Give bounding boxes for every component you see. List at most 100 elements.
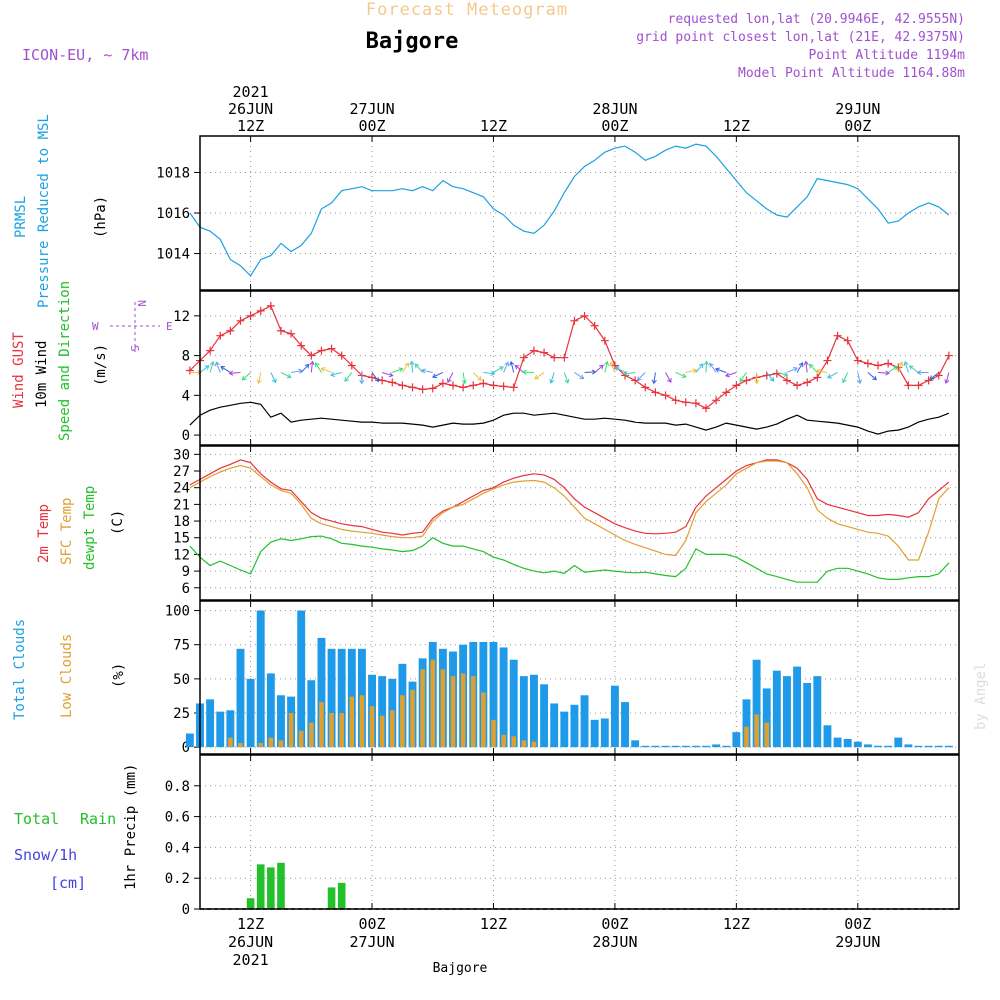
wind-arrow-head bbox=[514, 364, 520, 370]
top-time-label: 00Z bbox=[358, 117, 385, 135]
cloud-bar-low bbox=[531, 741, 537, 748]
gust-marker bbox=[550, 353, 559, 362]
cloud-bar-total bbox=[914, 745, 923, 748]
wind-arrow-head bbox=[793, 367, 798, 372]
gust-marker bbox=[438, 379, 447, 388]
wind-arrow-head bbox=[447, 378, 452, 384]
point-altitude: Point Altitude 1194m bbox=[808, 48, 965, 63]
y-tick-label: 1014 bbox=[156, 247, 190, 263]
gust-marker bbox=[580, 311, 589, 320]
wind-arrow bbox=[842, 372, 849, 383]
cloud-bar-low bbox=[390, 710, 395, 748]
gust-marker bbox=[246, 311, 255, 320]
gust-marker bbox=[428, 384, 437, 393]
gust-marker bbox=[266, 301, 275, 310]
top-time-label: 29JUN bbox=[835, 100, 880, 118]
cloud-bar-total bbox=[944, 745, 953, 748]
gust-marker bbox=[216, 331, 225, 340]
cloud-bar-low bbox=[440, 669, 446, 748]
gust-marker bbox=[185, 366, 194, 375]
rain-bar bbox=[277, 862, 285, 909]
cloud-bar-total bbox=[226, 710, 235, 748]
wind-arrow bbox=[483, 371, 495, 375]
cloud-bar-low bbox=[501, 734, 506, 748]
gust-marker bbox=[206, 346, 215, 355]
cloud-bar-total bbox=[833, 737, 842, 748]
wind-arrow bbox=[878, 371, 890, 374]
gust-marker bbox=[469, 381, 478, 390]
cloud-bar-low bbox=[339, 713, 344, 748]
wind-arrow bbox=[816, 370, 828, 373]
wind-arrow-head bbox=[609, 361, 615, 367]
cloud-bar-total bbox=[691, 745, 700, 748]
cloud-bar-total bbox=[884, 745, 893, 748]
requested-coords: requested lon,lat (20.9946E, 42.9555N) bbox=[668, 12, 965, 27]
low-clouds-label: Low Clouds bbox=[59, 634, 75, 718]
gust-marker bbox=[398, 381, 407, 390]
wind-unit: (m/s) bbox=[93, 344, 109, 386]
cloud-bar-low bbox=[379, 715, 385, 748]
wind-arrow bbox=[604, 361, 608, 373]
gust-marker bbox=[944, 351, 953, 360]
wind-arrow bbox=[493, 366, 504, 373]
wind-arrow-head bbox=[564, 378, 570, 384]
sfc-temp-label: SFC Temp bbox=[59, 498, 75, 565]
bottom-time-label: 29JUN bbox=[835, 933, 880, 951]
wind-arrow bbox=[574, 372, 584, 380]
cloud-bar-total bbox=[297, 610, 306, 748]
wind-arrow bbox=[229, 371, 241, 374]
cloud-bar-low bbox=[521, 740, 527, 748]
wind-arrow bbox=[827, 372, 838, 379]
gust-marker bbox=[924, 376, 933, 385]
top-time-label: 2021 bbox=[233, 83, 269, 101]
wind-arrow-head bbox=[872, 375, 877, 381]
cloud-bar-total bbox=[853, 741, 862, 748]
wind-arrow bbox=[786, 367, 798, 373]
bottom-time-label: 27JUN bbox=[349, 933, 394, 951]
y-tick-label: 25 bbox=[173, 706, 190, 722]
wind-arrow-head bbox=[929, 375, 935, 380]
wind-arrow bbox=[809, 364, 818, 373]
panel-clouds: 0 25 50 75 100 bbox=[165, 600, 960, 756]
cloud-bar-low bbox=[369, 706, 375, 748]
gust-marker bbox=[813, 373, 822, 382]
y-tick-label: 0.6 bbox=[165, 810, 190, 826]
temp2m-label: 2m Temp bbox=[36, 504, 52, 563]
y-tick-label: 18 bbox=[173, 514, 190, 530]
wind-arrow bbox=[594, 365, 604, 373]
wind-arrow-head bbox=[579, 374, 585, 380]
gust-marker bbox=[337, 351, 346, 360]
wind-arrow-head bbox=[903, 361, 909, 366]
cloud-bar-total bbox=[246, 678, 255, 748]
wind-arrow-head bbox=[893, 365, 899, 371]
wind-arrow-head bbox=[414, 363, 420, 369]
wind-arrow bbox=[534, 372, 545, 380]
bottom-time-label: 28JUN bbox=[592, 933, 637, 951]
wind-arrow bbox=[563, 372, 569, 384]
gust-marker bbox=[489, 381, 498, 390]
gust-marker bbox=[287, 329, 296, 338]
gust-marker bbox=[256, 306, 265, 315]
cloud-bar-total bbox=[874, 745, 882, 748]
cloud-bar-low bbox=[420, 669, 425, 748]
wind-arrow bbox=[695, 363, 704, 373]
cloud-bar-total bbox=[934, 745, 943, 748]
y-tick-label: 100 bbox=[165, 604, 190, 620]
y-tick-label: 0 bbox=[182, 902, 190, 918]
wind-arrow-head bbox=[692, 368, 698, 374]
gust-marker bbox=[276, 326, 285, 335]
cloud-bar-total bbox=[681, 745, 690, 748]
cloud-bar-total bbox=[540, 684, 549, 748]
cloud-bar-low bbox=[430, 659, 436, 748]
cloud-bar-total bbox=[550, 703, 559, 748]
wind-arrow-head bbox=[209, 361, 215, 366]
cloud-bar-total bbox=[600, 718, 609, 748]
cloud-bar-total bbox=[489, 641, 498, 748]
wind-arrow-head bbox=[908, 365, 914, 370]
y-tick-label: 75 bbox=[173, 638, 190, 654]
y-tick-label: 0.2 bbox=[165, 871, 190, 887]
gust-marker bbox=[449, 381, 457, 390]
wind-arrow-head bbox=[204, 365, 210, 370]
wind-arrow bbox=[330, 371, 342, 376]
wind-arrow bbox=[514, 365, 525, 373]
